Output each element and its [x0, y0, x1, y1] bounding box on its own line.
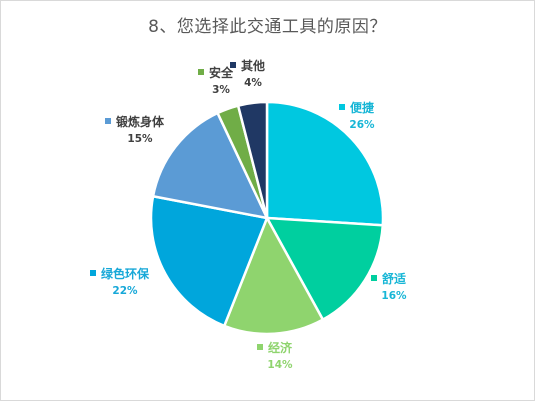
slice-label-name: 便捷	[350, 100, 375, 115]
legend-marker	[257, 344, 263, 350]
pie-slice-4	[149, 195, 269, 328]
slice-label-name: 锻炼身体	[116, 114, 165, 129]
slice-label-percent: 15%	[127, 133, 153, 145]
slice-label-name: 绿色环保	[101, 266, 150, 281]
chart-title: 8、您选择此交通工具的原因？	[148, 17, 387, 37]
legend-marker	[339, 104, 345, 110]
data-label-5: 锻炼身体 15%	[105, 114, 165, 145]
data-label-4: 绿色环保 22%	[90, 266, 150, 297]
legend-marker	[198, 69, 204, 75]
legend-marker	[105, 118, 111, 124]
data-label-1: 便捷 26%	[339, 100, 375, 131]
data-label-6: 安全 3%	[198, 65, 234, 96]
slice-label-percent: 4%	[244, 77, 262, 89]
pie-slice-1	[265, 100, 385, 227]
slice-label-percent: 22%	[112, 285, 138, 297]
data-label-3: 经济 14%	[257, 340, 293, 371]
slice-label-percent: 14%	[267, 359, 293, 371]
slice-label-name: 经济	[268, 340, 293, 355]
data-label-2: 舒适 16%	[371, 271, 407, 302]
pie-slice-2	[265, 216, 385, 321]
pie-slice-7	[236, 100, 269, 220]
legend-marker	[371, 275, 377, 281]
pie-slice-3	[223, 216, 325, 336]
slice-label-percent: 3%	[212, 84, 230, 96]
pie-slice-5	[151, 111, 269, 220]
legend-marker	[90, 270, 96, 276]
slice-label-name: 其他	[241, 58, 265, 73]
slice-label-percent: 16%	[381, 290, 407, 302]
slice-label-percent: 26%	[349, 119, 375, 131]
slice-label-name: 安全	[209, 65, 234, 80]
legend-marker	[230, 62, 236, 68]
data-label-7: 其他 4%	[230, 58, 265, 89]
slice-label-name: 舒适	[381, 271, 406, 286]
